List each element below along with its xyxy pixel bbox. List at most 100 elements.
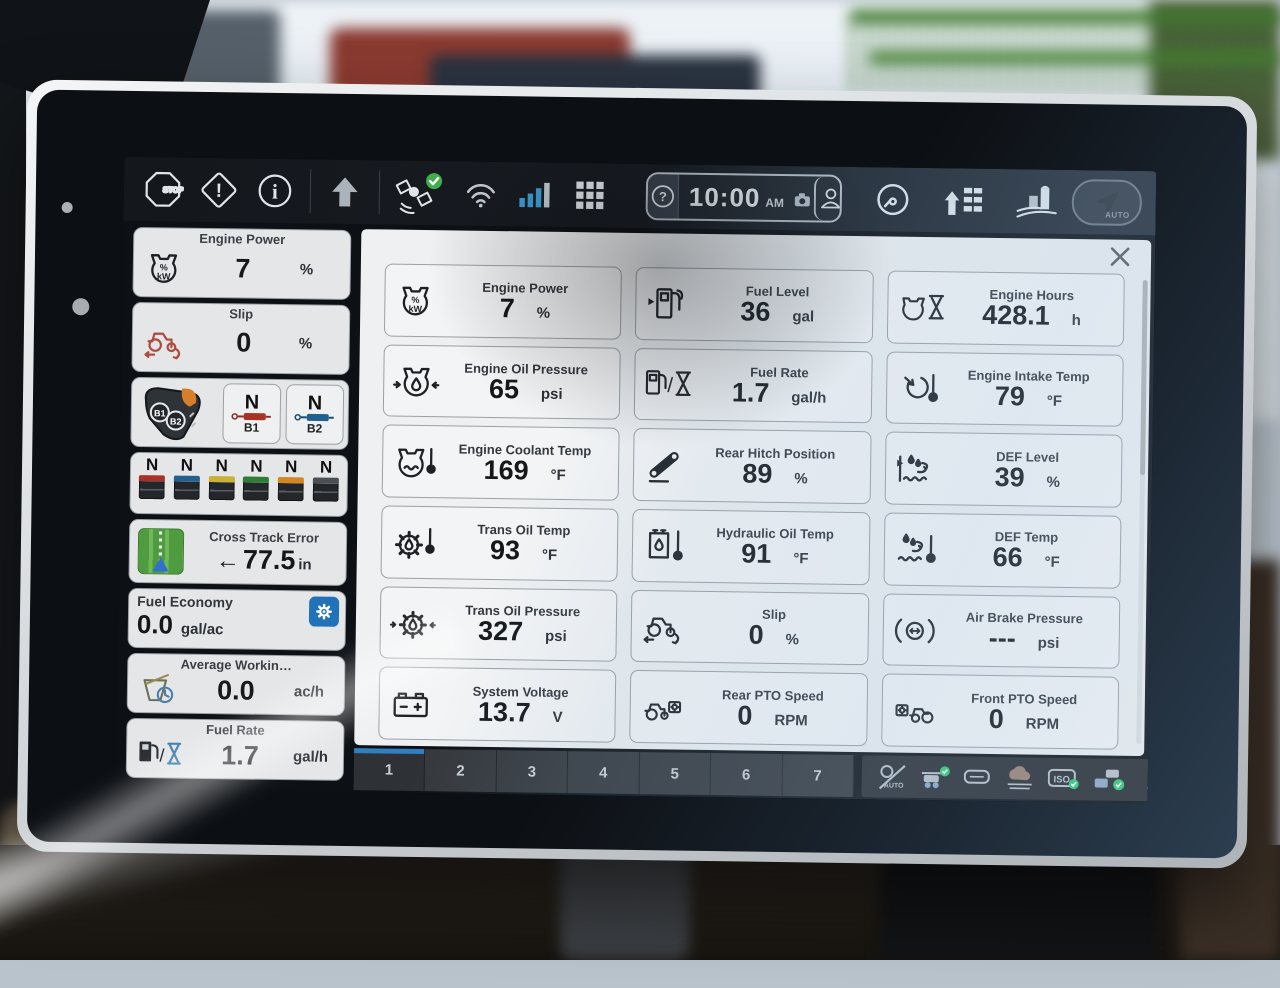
- cell-signal-icon[interactable]: [516, 174, 557, 215]
- farm-button[interactable]: [1014, 180, 1059, 223]
- tile-unit: °F: [1044, 554, 1059, 571]
- shortcut-up-arrow-button[interactable]: [325, 172, 366, 213]
- remote-valve-1[interactable]: N: [137, 456, 166, 510]
- user-button[interactable]: [814, 176, 843, 220]
- tile-unit: %: [537, 305, 551, 322]
- card-value: 77.5: [243, 545, 296, 577]
- camera-icon[interactable]: [794, 188, 814, 208]
- tile-unit: gal: [792, 308, 814, 325]
- tile-unit: psi: [1038, 635, 1060, 652]
- notifications-bell-icon[interactable]: 6: [1146, 766, 1157, 794]
- svg-text:kW: kW: [408, 304, 422, 314]
- close-button[interactable]: [1103, 241, 1137, 271]
- vertical-scrollbar[interactable]: [1136, 280, 1147, 744]
- tile-def-level[interactable]: DEF Level 39%: [884, 432, 1122, 508]
- isobus-icon[interactable]: ISO: [1048, 766, 1080, 792]
- tile-value: 36: [740, 299, 770, 326]
- tab-3[interactable]: 3: [496, 750, 568, 793]
- rear-hitch-icon: [642, 443, 689, 488]
- settings-gear-button[interactable]: [309, 596, 339, 626]
- tab-1[interactable]: 1: [354, 748, 426, 791]
- card-value: 0.0: [178, 676, 294, 706]
- gear-label: B2: [307, 422, 323, 435]
- sidebar-card-gearbox[interactable]: B1 B2 N B1: [130, 377, 349, 450]
- tab-2[interactable]: 2: [425, 749, 497, 792]
- stop-button[interactable]: STOP: [142, 168, 185, 211]
- clock-group: ? 10:00 AM: [646, 172, 843, 223]
- info-button[interactable]: i: [254, 170, 297, 213]
- card-label: Cross Track Error: [190, 529, 338, 546]
- tile-engine-coolant-temp[interactable]: Engine Coolant Temp 169°F: [382, 425, 620, 501]
- toolbar-divider: [310, 169, 312, 213]
- engine-power-icon: % kW: [393, 278, 438, 323]
- svg-text:B1: B1: [154, 408, 166, 418]
- sidebar-card-engine-power[interactable]: Engine Power % kW 7 %: [132, 227, 351, 300]
- tile-engine-intake-temp[interactable]: Engine Intake Temp 79°F: [885, 351, 1123, 427]
- bottom-bar: 1 2 3 4 5 6 7 AUTO: [354, 748, 1145, 803]
- display-tablet: STOP ! i: [17, 79, 1258, 868]
- valve-module-icon: [243, 483, 269, 501]
- hydraulic-oil-temp-icon: [641, 523, 690, 568]
- remote-valve-5[interactable]: N: [277, 458, 306, 512]
- remote-valve-4[interactable]: N: [242, 457, 271, 511]
- performance-gauge-button[interactable]: [872, 178, 915, 221]
- remote-valve-2[interactable]: N: [172, 457, 201, 511]
- tile-trans-oil-temp[interactable]: Trans Oil Temp 93°F: [381, 505, 619, 581]
- remote-display-ok-icon[interactable]: [1093, 766, 1125, 792]
- terminal-icon[interactable]: [964, 767, 992, 789]
- display-bezel: STOP ! i: [27, 90, 1247, 859]
- gearbox-b1[interactable]: N B1: [222, 383, 281, 444]
- tab-7[interactable]: 7: [782, 754, 854, 797]
- sidebar-card-fuel-economy[interactable]: Fuel Economy 0.0 gal/ac: [128, 588, 347, 651]
- card-value: 0.0: [137, 609, 174, 641]
- sidebar-card-slip[interactable]: Slip 0 %: [131, 302, 350, 375]
- engine-intake-temp-icon: [895, 366, 944, 411]
- tile-unit: gal/h: [791, 389, 826, 406]
- app-grid-button[interactable]: [570, 175, 611, 216]
- wifi-icon[interactable]: [460, 174, 503, 215]
- tab-5[interactable]: 5: [639, 752, 711, 795]
- tile-slip[interactable]: Slip 0%: [631, 590, 869, 666]
- sidebar-card-remote-valves[interactable]: N N N: [129, 452, 348, 517]
- tile-value: 7: [500, 295, 515, 322]
- light-sensor: [62, 202, 73, 213]
- sidebar-card-fuel-rate[interactable]: Fuel Rate / 1.7 gal/h: [126, 718, 345, 781]
- autoguidance-button[interactable]: AUTO: [1072, 179, 1142, 226]
- tractor-slip-icon: [640, 605, 689, 648]
- tile-rear-hitch-position[interactable]: Rear Hitch Position 89%: [633, 428, 871, 504]
- autoguidance-off-icon[interactable]: AUTO: [878, 763, 908, 790]
- tile-unit: %: [785, 631, 799, 648]
- tab-4[interactable]: 4: [568, 751, 640, 794]
- field-data-cloud-icon[interactable]: [1005, 765, 1035, 791]
- gps-satellite-icon[interactable]: [394, 171, 447, 216]
- valve-module-icon: [313, 483, 339, 501]
- tile-def-temp[interactable]: DEF Temp 66°F: [883, 512, 1121, 588]
- tile-value: 39: [994, 464, 1024, 491]
- gearbox-b2[interactable]: N B2: [285, 384, 344, 445]
- clock[interactable]: 10:00 AM: [679, 181, 795, 214]
- joystick-icon: B1 B2: [135, 382, 218, 443]
- remote-valve-6[interactable]: N: [311, 458, 340, 512]
- data-transfer-button[interactable]: [942, 180, 987, 221]
- sidebar-card-cross-track-error[interactable]: Cross Track Error ← 77.5 in: [128, 519, 347, 586]
- tab-6[interactable]: 6: [711, 753, 783, 796]
- tile-engine-power[interactable]: % kW Engine Power 7%: [384, 263, 622, 339]
- tile-label: Rear Hitch Position: [715, 445, 835, 462]
- warning-button[interactable]: !: [198, 169, 241, 212]
- implement-ok-icon[interactable]: [921, 763, 951, 790]
- help-button[interactable]: ?: [648, 174, 680, 218]
- tile-air-brake-pressure[interactable]: Air Brake Pressure ---psi: [882, 593, 1120, 669]
- tile-value: 66: [992, 544, 1022, 571]
- remote-valve-3[interactable]: N: [207, 457, 236, 511]
- tile-value: 327: [478, 618, 523, 646]
- sidebar-card-average-working[interactable]: Average Workin… 0.0 ac/h: [127, 653, 346, 716]
- tile-hydraulic-oil-temp[interactable]: Hydraulic Oil Temp 91°F: [632, 509, 870, 585]
